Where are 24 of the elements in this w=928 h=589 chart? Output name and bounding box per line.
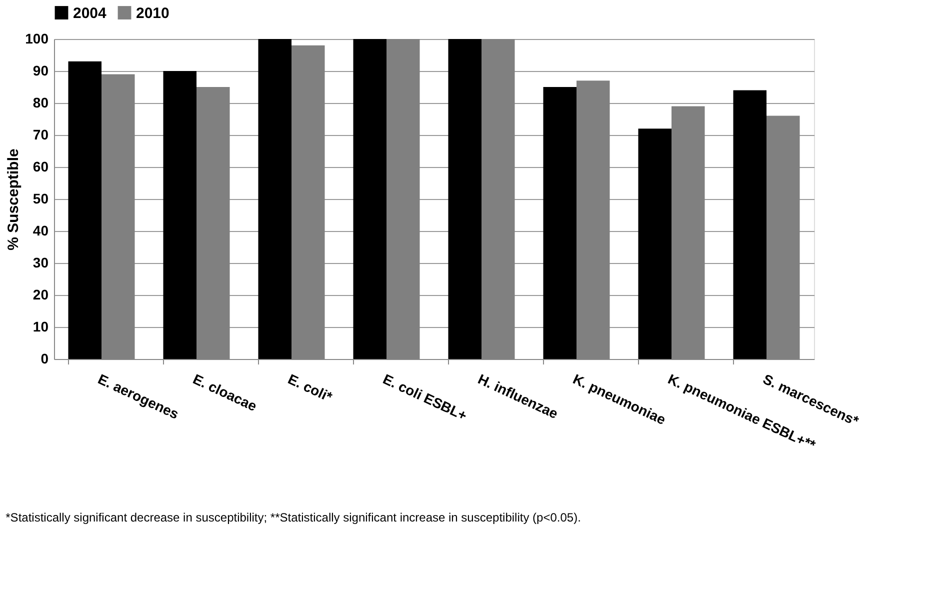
bar [733,90,766,359]
x-tick-label: E. coli* [286,370,336,406]
y-tick-label: 30 [32,254,49,270]
y-tick-label: 90 [32,62,49,78]
y-tick-label: 20 [32,286,49,302]
y-tick-label: 70 [32,126,49,142]
text: *Statistically significant decrease in susceptibility; **Statistically significant increase in susceptibility (p<0.05). [6,510,581,525]
y-tick-label: 50 [32,190,49,206]
y-tick-label: 40 [32,222,49,238]
legend-label: 2010 [136,4,170,22]
bar [68,61,102,359]
bar [258,39,292,359]
y-tick-label: 0 [40,350,49,366]
bar [163,71,196,359]
y-tick-label: 100 [25,30,49,46]
bar [638,128,672,359]
bar [448,39,482,359]
bar [353,39,386,359]
y-tick-label: 80 [32,94,49,110]
y-axis-title: % Susceptible [5,148,22,250]
y-tick-label: 60 [32,158,49,174]
y-tick-label: 10 [32,318,49,334]
bar [543,87,576,359]
legend-label: 2004 [73,4,108,22]
